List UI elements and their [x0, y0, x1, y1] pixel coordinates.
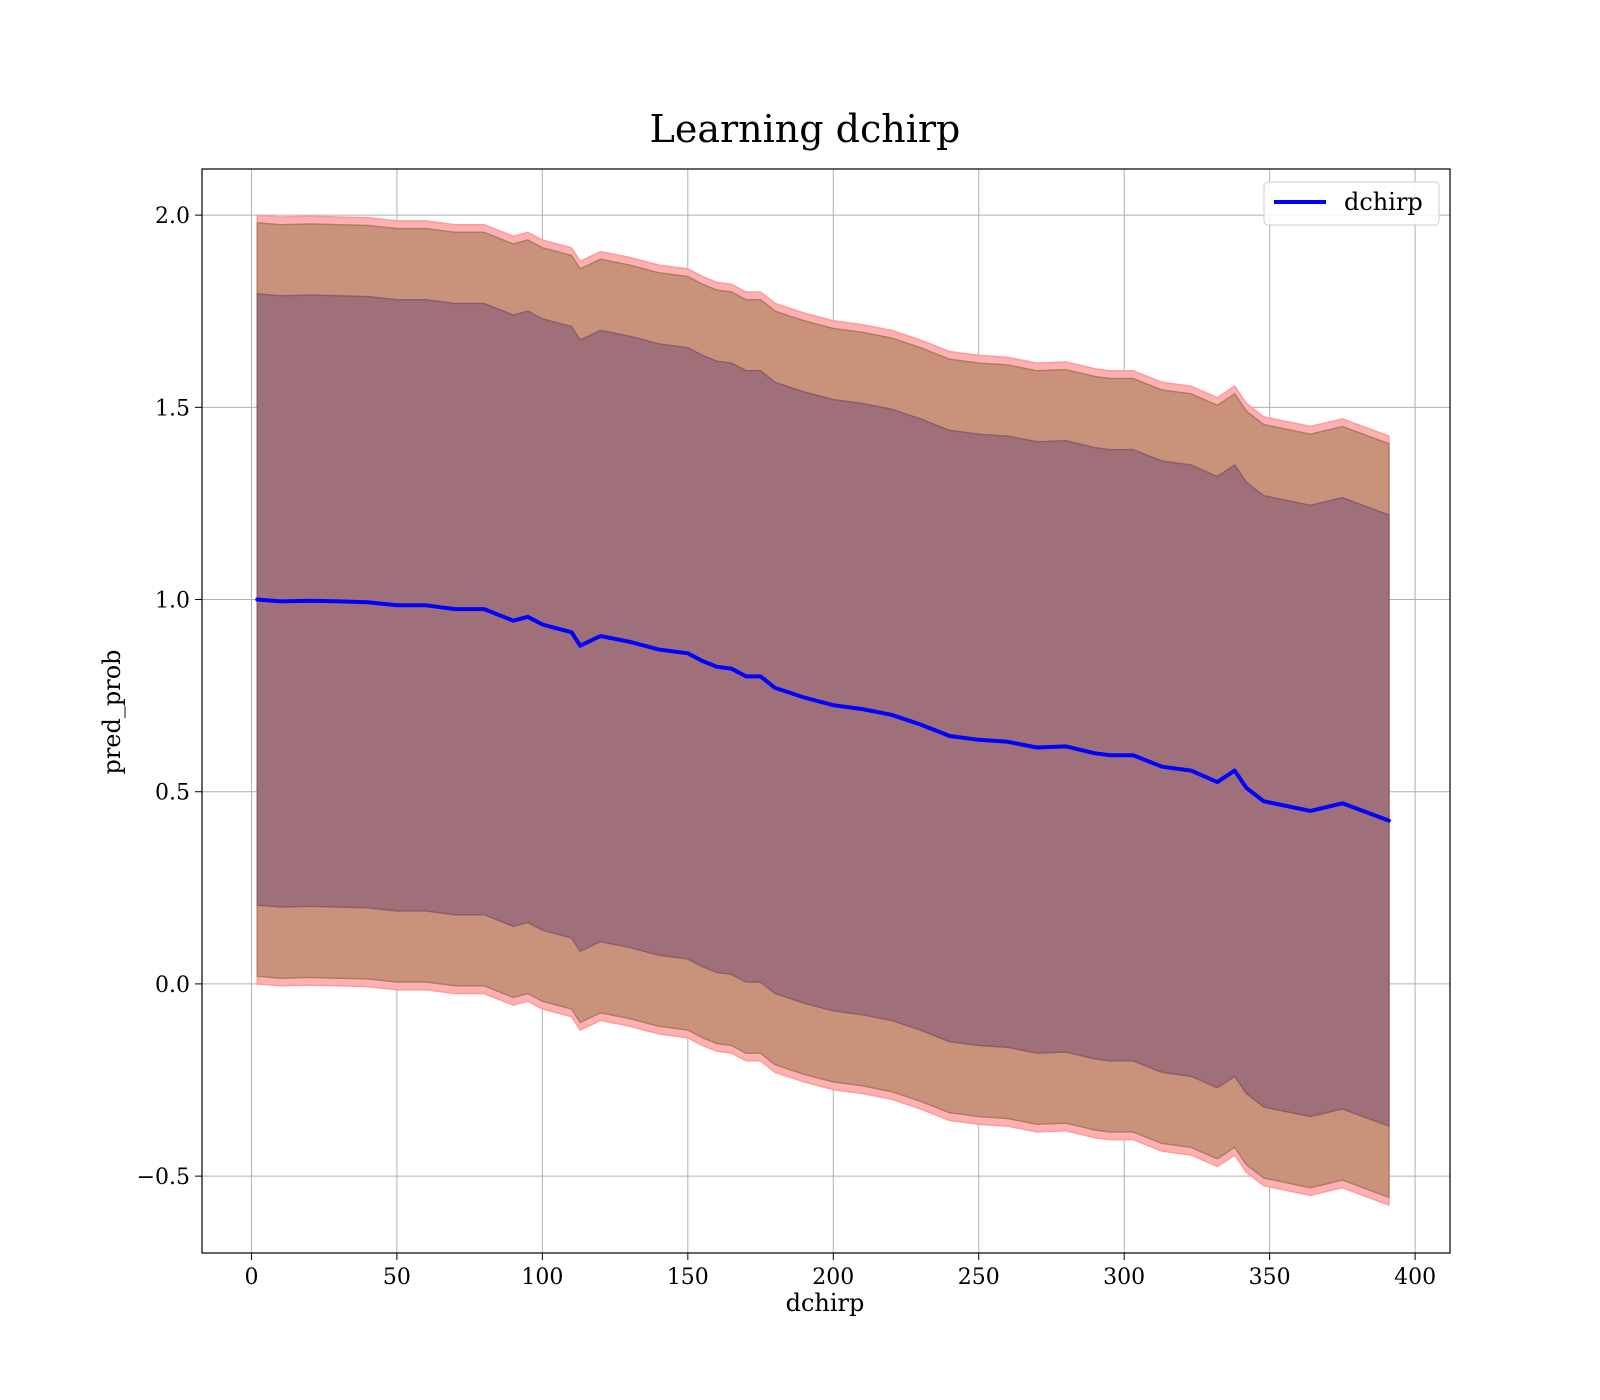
plot-frame: [201, 168, 1451, 1254]
y-tick-label: 0.5: [155, 781, 190, 806]
series-lines: [255, 597, 1391, 823]
band-inner: [256, 293, 1390, 1128]
chart-title: Learning dchirp: [650, 107, 961, 151]
y-tick-label: 0.0: [155, 973, 190, 998]
x-tick-label: 400: [1394, 1265, 1436, 1290]
x-axis-label: dchirp: [786, 1289, 865, 1317]
x-tick-label: 50: [383, 1265, 411, 1290]
x-tick-label: 100: [521, 1265, 563, 1290]
confidence-bands: [256, 214, 1390, 1207]
y-tick-label: 2.0: [155, 204, 190, 229]
series-line-dchirp: [255, 597, 1391, 823]
x-tick-label: 300: [1103, 1265, 1145, 1290]
legend-label-dchirp: dchirp: [1344, 188, 1423, 216]
legend: dchirp: [1263, 181, 1440, 226]
x-tick-label: 0: [244, 1265, 258, 1290]
x-tick-label: 350: [1249, 1265, 1291, 1290]
x-tick-label: 200: [812, 1265, 854, 1290]
legend-box: [1263, 181, 1440, 226]
y-axis-label: pred_prob: [98, 649, 126, 774]
y-tick-label: 1.0: [155, 589, 190, 614]
x-tick-label: 150: [667, 1265, 709, 1290]
axis-ticks: 0 50 100 150 200 250 300 350 400 −0.5 0.0 0.5 1.0 1.5…: [137, 204, 1437, 1290]
y-tick-label: −0.5: [137, 1165, 190, 1190]
x-tick-label: 250: [958, 1265, 1000, 1290]
y-tick-label: 1.5: [155, 396, 190, 421]
